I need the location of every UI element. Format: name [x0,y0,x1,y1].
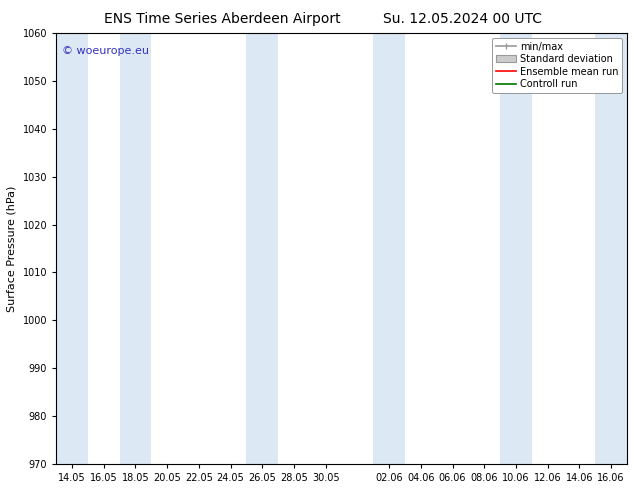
Bar [373,33,405,464]
Bar [500,33,532,464]
Legend: min/max, Standard deviation, Ensemble mean run, Controll run: min/max, Standard deviation, Ensemble me… [493,38,622,93]
Text: ENS Time Series Aberdeen Airport: ENS Time Series Aberdeen Airport [103,12,340,26]
Bar [56,33,88,464]
Bar [247,33,278,464]
Bar [120,33,152,464]
Y-axis label: Surface Pressure (hPa): Surface Pressure (hPa) [7,185,17,312]
Text: Su. 12.05.2024 00 UTC: Su. 12.05.2024 00 UTC [384,12,542,26]
Text: © woeurope.eu: © woeurope.eu [62,46,149,56]
Bar [595,33,627,464]
